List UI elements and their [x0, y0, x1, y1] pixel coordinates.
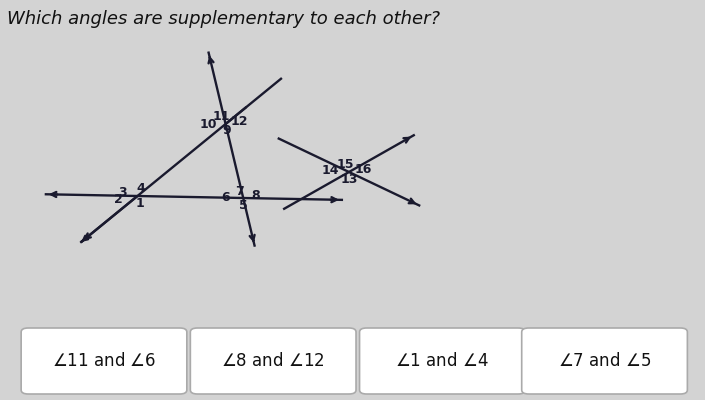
- Text: 14: 14: [321, 164, 338, 177]
- Text: $\angle$7 and $\angle$5: $\angle$7 and $\angle$5: [558, 352, 651, 370]
- Text: 16: 16: [354, 163, 372, 176]
- Text: 8: 8: [252, 189, 260, 202]
- Text: $\angle$11 and $\angle$6: $\angle$11 and $\angle$6: [52, 352, 156, 370]
- FancyBboxPatch shape: [360, 328, 525, 394]
- Text: 13: 13: [341, 173, 357, 186]
- Text: 4: 4: [137, 182, 146, 194]
- Text: Which angles are supplementary to each other?: Which angles are supplementary to each o…: [7, 10, 440, 28]
- Text: $\angle$1 and $\angle$4: $\angle$1 and $\angle$4: [396, 352, 489, 370]
- Text: 5: 5: [239, 199, 247, 212]
- Text: 15: 15: [336, 158, 354, 171]
- Text: 2: 2: [114, 193, 123, 206]
- Text: 3: 3: [118, 186, 127, 199]
- FancyBboxPatch shape: [522, 328, 687, 394]
- Text: $\angle$8 and $\angle$12: $\angle$8 and $\angle$12: [221, 352, 325, 370]
- Text: 11: 11: [213, 110, 231, 123]
- Text: 6: 6: [221, 191, 230, 204]
- Text: 7: 7: [235, 185, 244, 198]
- Text: 1: 1: [135, 198, 145, 210]
- Text: 12: 12: [231, 115, 248, 128]
- Text: 9: 9: [223, 124, 231, 137]
- Text: 10: 10: [199, 118, 216, 130]
- FancyBboxPatch shape: [21, 328, 187, 394]
- FancyBboxPatch shape: [190, 328, 356, 394]
